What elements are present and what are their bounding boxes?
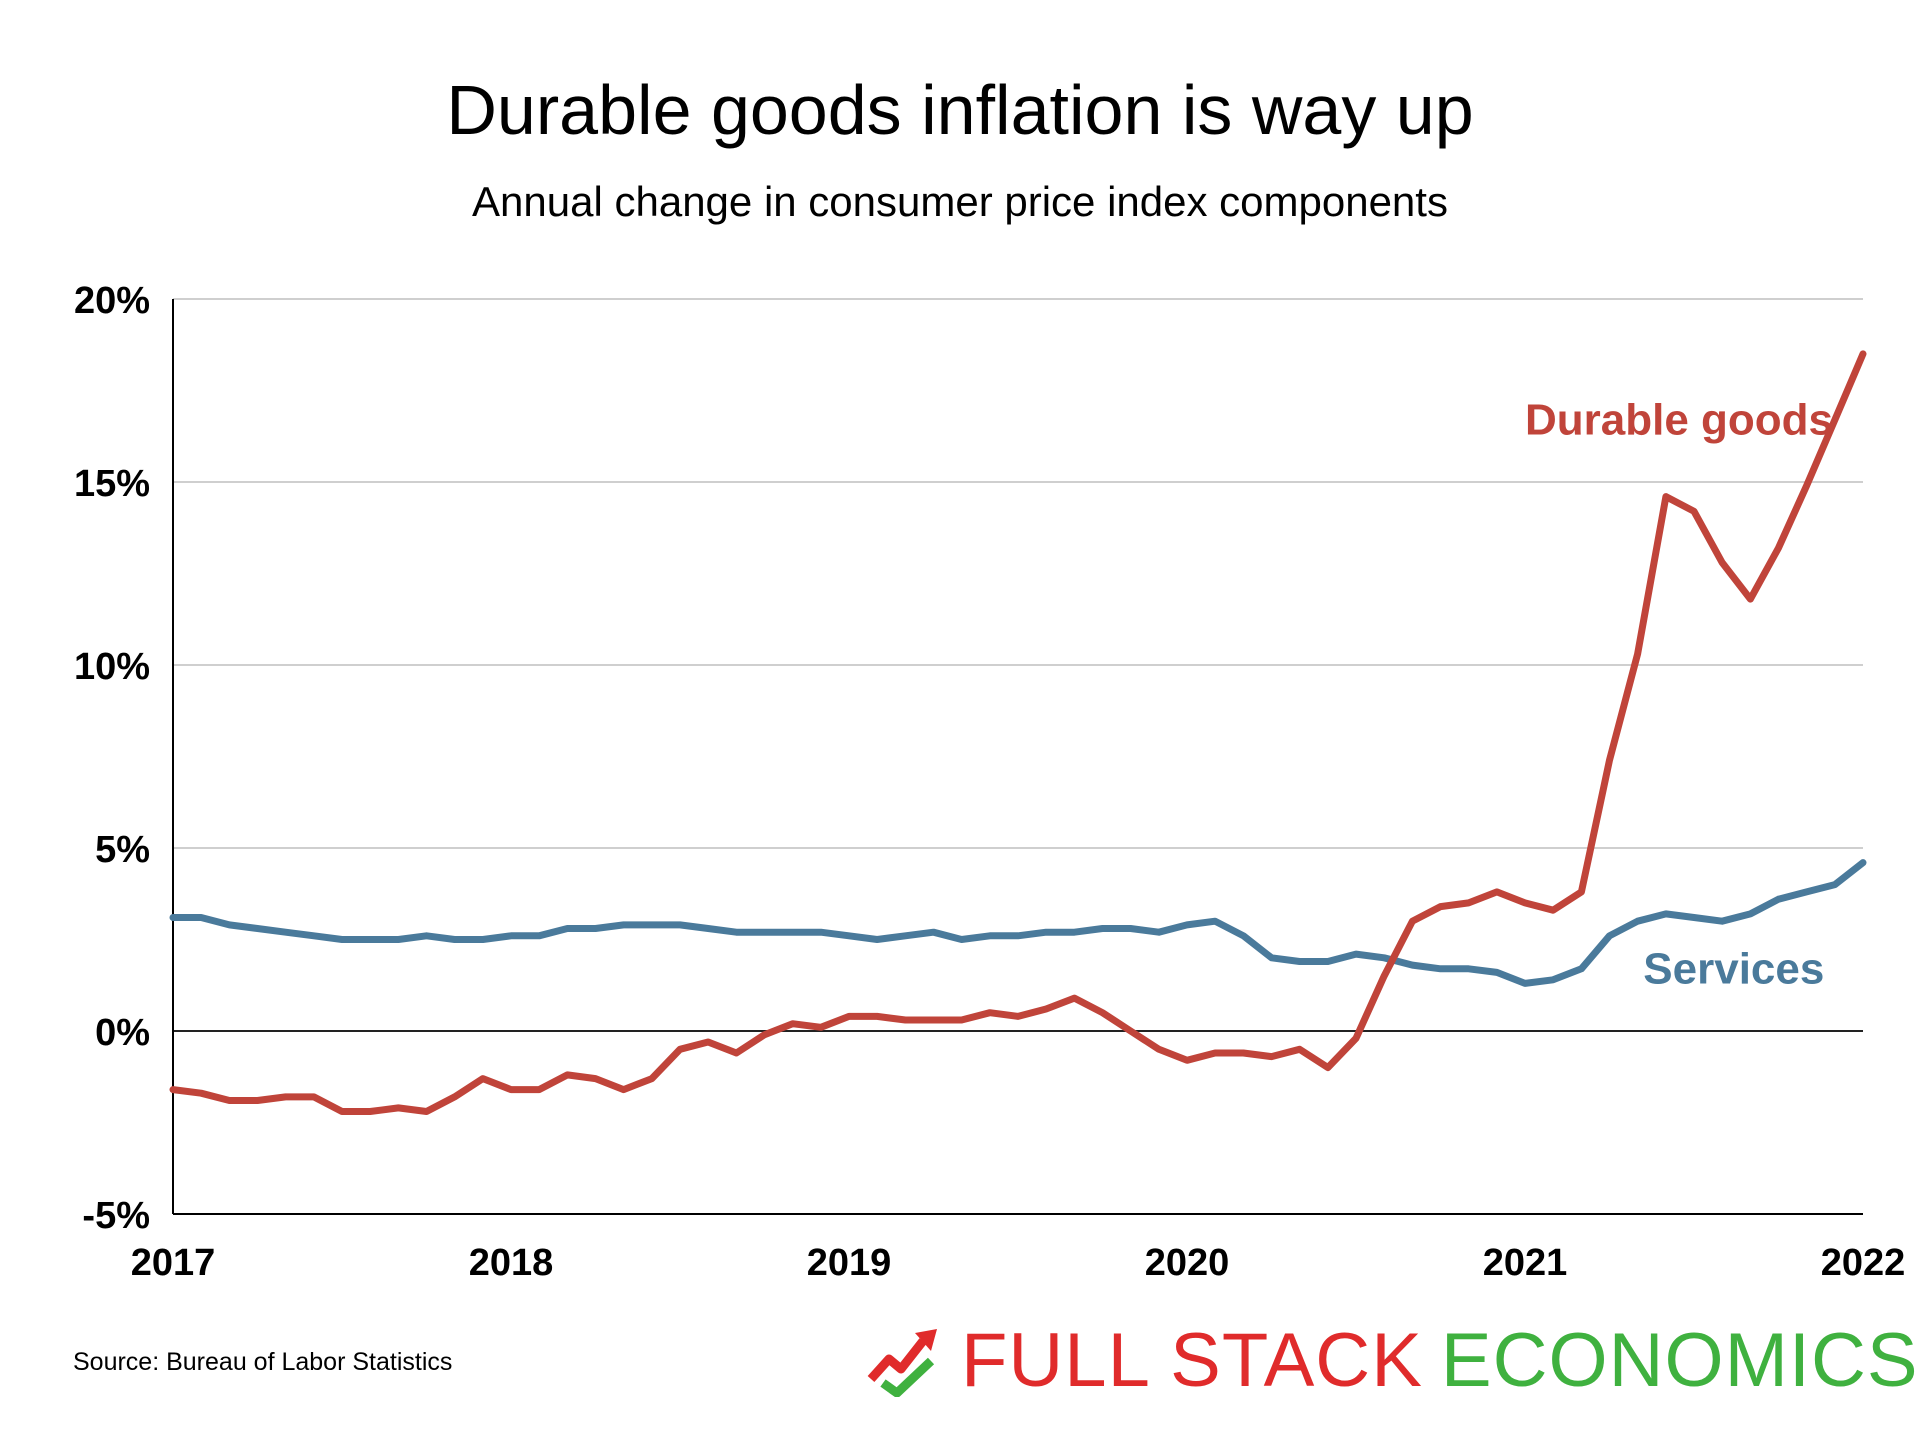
trend-arrow-check-icon (867, 1329, 937, 1397)
x-tick-label: 2020 (1145, 1242, 1230, 1284)
y-tick-label: 0% (95, 1012, 150, 1054)
y-tick-label: 10% (74, 646, 150, 688)
x-tick-label: 2019 (807, 1242, 892, 1284)
y-tick-label: 15% (74, 463, 150, 505)
source-note: Source: Bureau of Labor Statistics (73, 1348, 453, 1376)
logo-text-economics: ECONOMICS (1440, 1317, 1919, 1403)
y-tick-label: -5% (82, 1195, 150, 1237)
logo-text-full-stack: FULL STACK (961, 1317, 1423, 1403)
logo: FULL STACK ECONOMICS (865, 1315, 1919, 1405)
series-line-durable-goods (169, 350, 1867, 1115)
x-tick-label: 2021 (1483, 1242, 1568, 1284)
x-tick-label: 2017 (131, 1242, 216, 1284)
chart-title: Durable goods inflation is way up (446, 71, 1474, 149)
x-tick-label: 2022 (1821, 1242, 1906, 1284)
line-chart: 20% 15% 10% 5% 0% -5% 2017 2018 2019 2020 2021 2022… (74, 280, 1906, 1284)
y-tick-label: 20% (74, 280, 150, 322)
y-tick-label: 5% (95, 829, 150, 871)
x-tick-label: 2018 (469, 1242, 554, 1284)
chart-subtitle: Annual change in consumer price index co… (472, 178, 1448, 225)
series-label-durable-goods: Durable goods (1525, 395, 1833, 444)
series-label-services: Services (1643, 944, 1824, 993)
series-line-services (169, 859, 1867, 987)
